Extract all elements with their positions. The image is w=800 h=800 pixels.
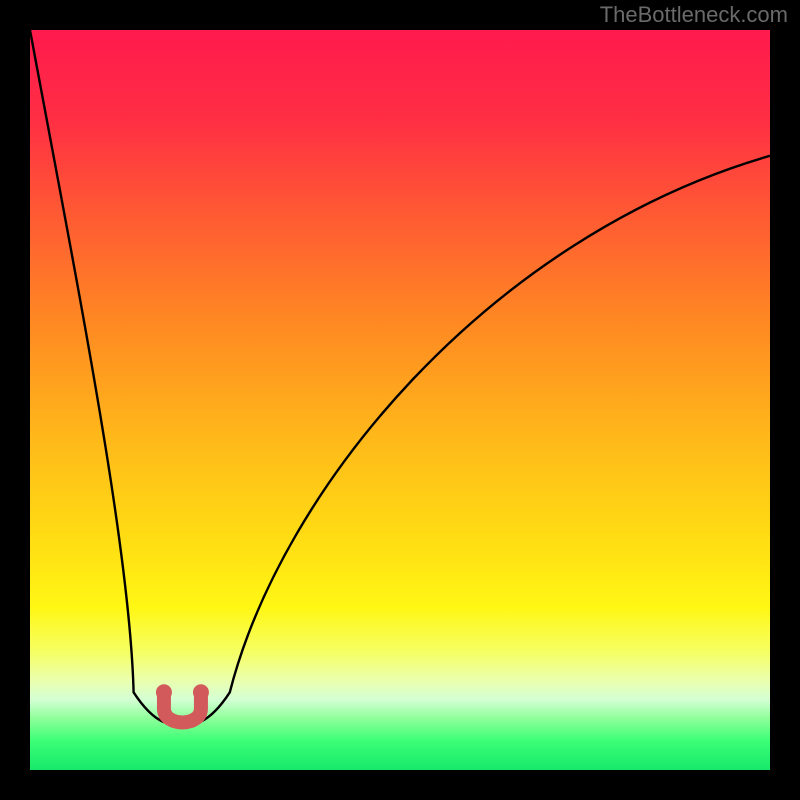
marker-dot-right bbox=[193, 684, 209, 700]
watermark-text: TheBottleneck.com bbox=[600, 2, 788, 28]
bottleneck-curve bbox=[30, 30, 770, 725]
plot-frame bbox=[0, 0, 800, 800]
marker-dot-left bbox=[156, 684, 172, 700]
plot-area bbox=[30, 30, 770, 770]
curve-layer bbox=[30, 30, 770, 770]
marker-group bbox=[156, 684, 209, 722]
